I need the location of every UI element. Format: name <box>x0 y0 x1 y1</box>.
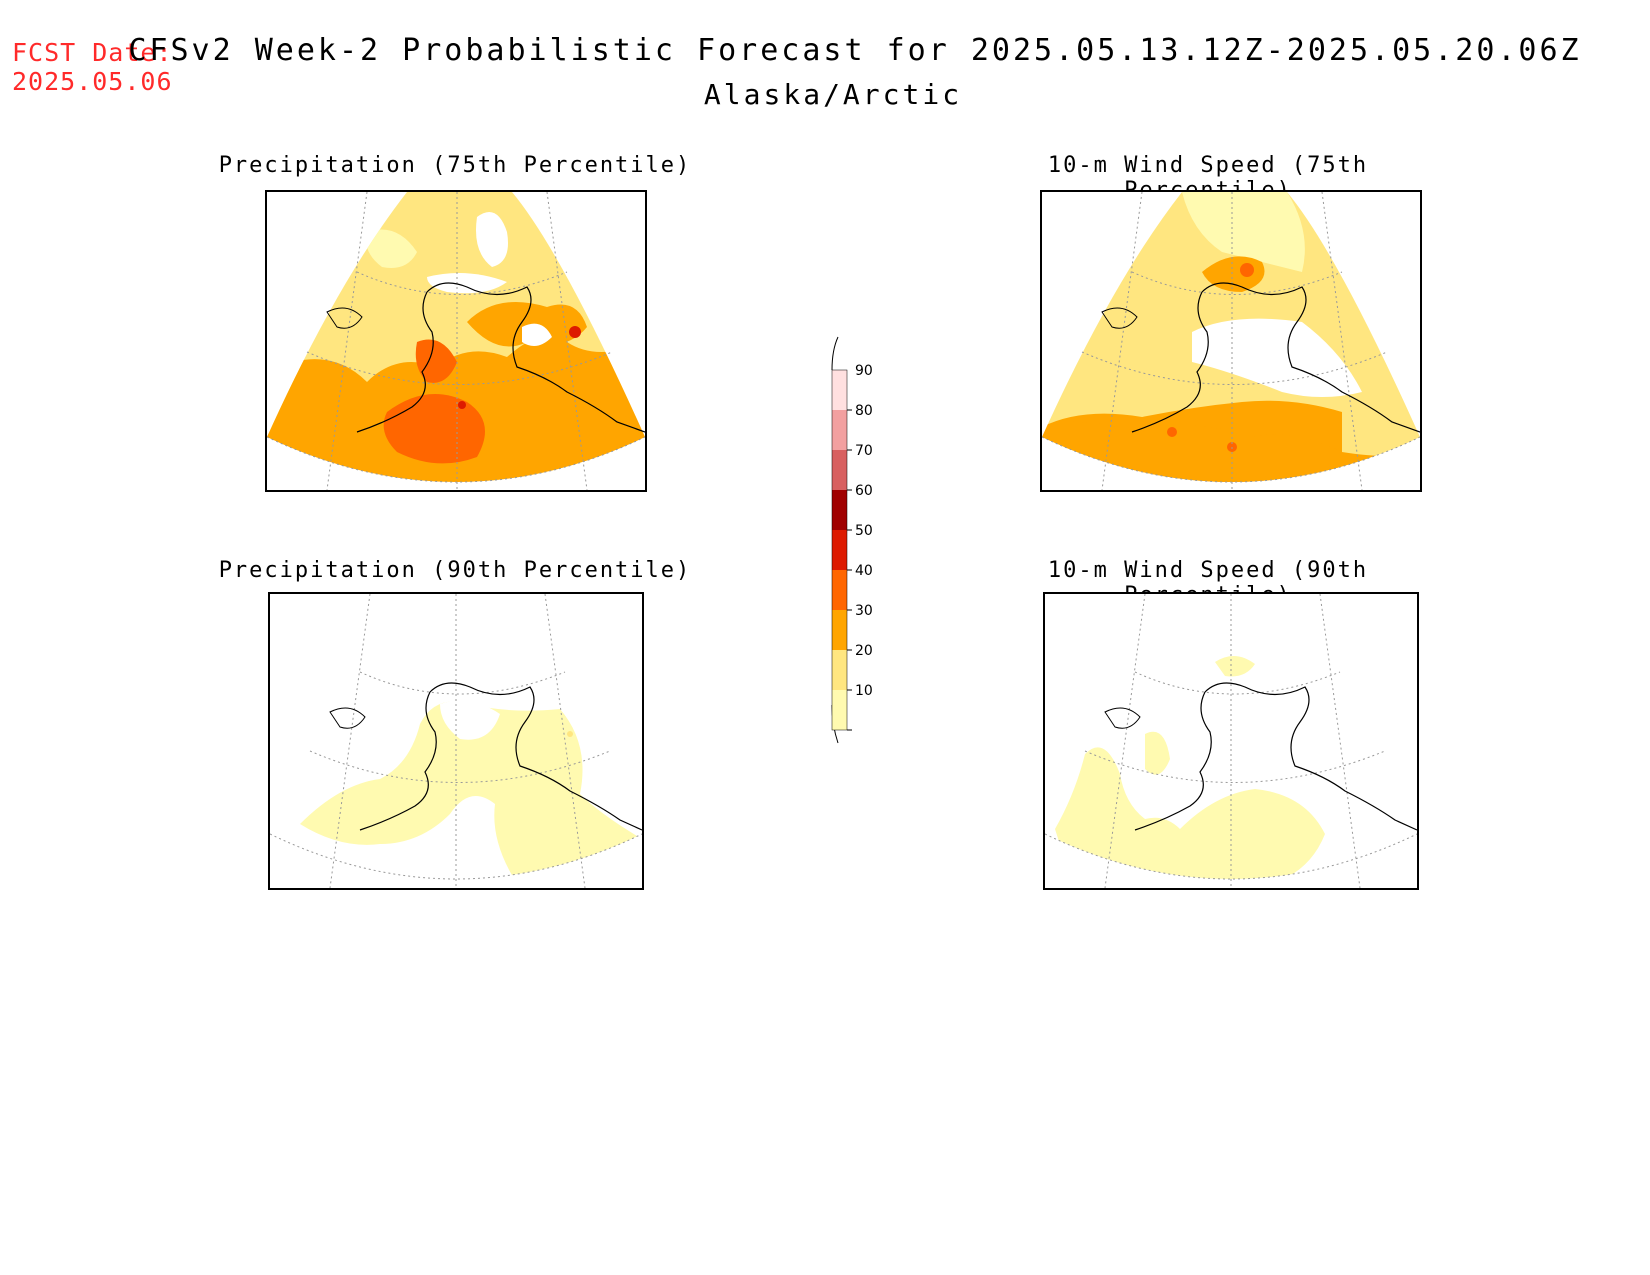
colorbar-label-30: 30 <box>855 603 873 619</box>
colorbar-swatch-90 <box>832 370 847 410</box>
colorbar-swatch-50 <box>832 530 847 570</box>
colorbar-label-90: 90 <box>855 363 873 379</box>
colorbar-label-20: 20 <box>855 643 873 659</box>
colorbar-swatch-10 <box>832 690 847 730</box>
colorbar-swatch-40 <box>832 570 847 610</box>
colorbar-swatch-60 <box>832 490 847 530</box>
colorbar-label-10: 10 <box>855 683 873 699</box>
colorbar-label-40: 40 <box>855 563 873 579</box>
forecast-date-value: 2025.05.06 <box>12 67 173 96</box>
map-wind-75 <box>1040 190 1422 492</box>
colorbar-swatch-20 <box>832 650 847 690</box>
colorbar-top-cap <box>831 336 839 371</box>
map-precip-90 <box>268 592 644 890</box>
panel-title-precip-90: Precipitation (90th Percentile) <box>218 558 692 583</box>
page-title: CFSv2 Week-2 Probabilistic Forecast for … <box>128 33 1582 68</box>
colorbar-swatch-30 <box>832 610 847 650</box>
colorbar-label-80: 80 <box>855 403 873 419</box>
panel-title-precip-75: Precipitation (75th Percentile) <box>218 153 692 178</box>
colorbar-swatch-80 <box>832 410 847 450</box>
colorbar-label-50: 50 <box>855 523 873 539</box>
colorbar-label-70: 70 <box>855 443 873 459</box>
colorbar-swatch-70 <box>832 450 847 490</box>
region-subtitle: Alaska/Arctic <box>703 78 963 111</box>
colorbar-border <box>831 369 848 731</box>
forecast-date-label: FCST Date: <box>12 38 173 67</box>
forecast-date-block: FCST Date: 2025.05.06 <box>12 38 173 96</box>
map-precip-75 <box>265 190 647 492</box>
colorbar-legend: 90 80 70 60 50 40 30 20 10 <box>831 336 873 744</box>
colorbar-label-60: 60 <box>855 483 873 499</box>
map-wind-90 <box>1043 592 1419 890</box>
